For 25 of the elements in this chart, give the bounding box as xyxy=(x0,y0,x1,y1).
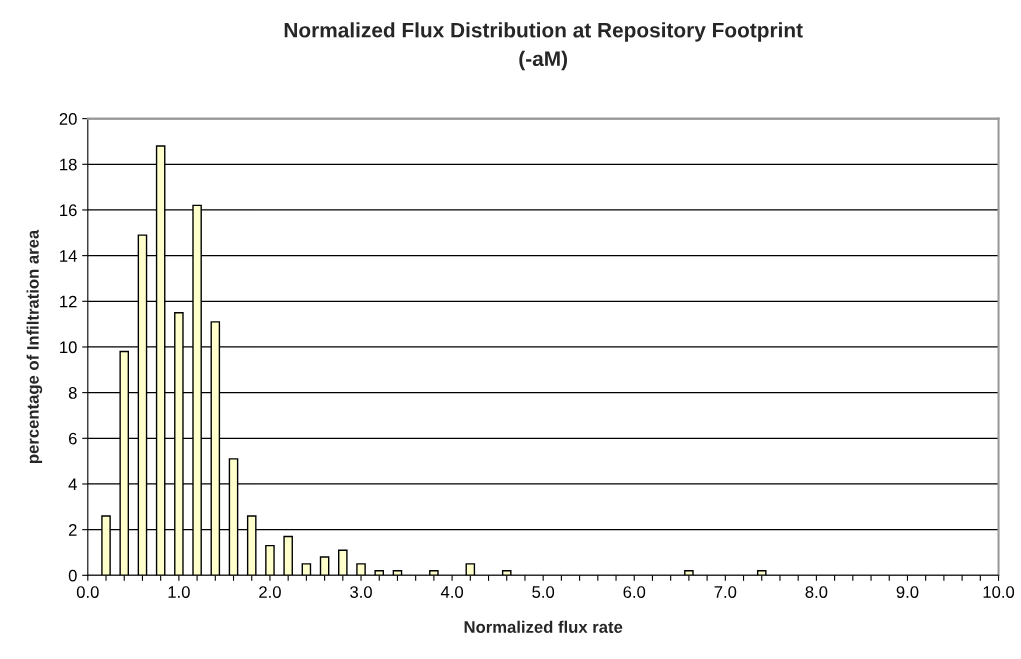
y-tick-label: 4 xyxy=(68,478,77,491)
x-tick-label: 10.0 xyxy=(983,586,1015,598)
x-tick-label: 1.0 xyxy=(168,586,190,598)
y-tick-label: 12 xyxy=(60,295,77,308)
x-tick-label: 3.0 xyxy=(350,586,372,598)
y-tick-label: 10 xyxy=(60,341,77,354)
x-tick-label: 6.0 xyxy=(623,586,646,598)
y-tick-label: 2 xyxy=(68,524,77,536)
x-tick-label: 2.0 xyxy=(259,586,281,598)
x-tick-label: 9.0 xyxy=(896,586,919,598)
y-axis-title: percentage of Infiltration area xyxy=(26,229,43,464)
chart-title: Normalized Flux Distribution at Repository Footprint (-aM) xyxy=(284,22,803,71)
x-tick-label: 7.0 xyxy=(714,586,737,598)
x-tick-label: 8.0 xyxy=(805,586,828,598)
x-tick-label: 0.0 xyxy=(76,586,99,598)
y-tick-label: 16 xyxy=(60,204,77,217)
x-axis-title: Normalized flux rate xyxy=(464,620,623,633)
x-tick-label: 5.0 xyxy=(532,586,555,598)
x-tick-label: 4.0 xyxy=(440,586,464,598)
y-tick-label: 18 xyxy=(60,158,77,171)
y-tick-label: 8 xyxy=(68,387,77,399)
y-tick-label: 20 xyxy=(59,113,77,125)
y-tick-label: 6 xyxy=(68,432,77,445)
y-tick-label: 0 xyxy=(68,569,77,582)
y-tick-label: 14 xyxy=(60,250,77,262)
